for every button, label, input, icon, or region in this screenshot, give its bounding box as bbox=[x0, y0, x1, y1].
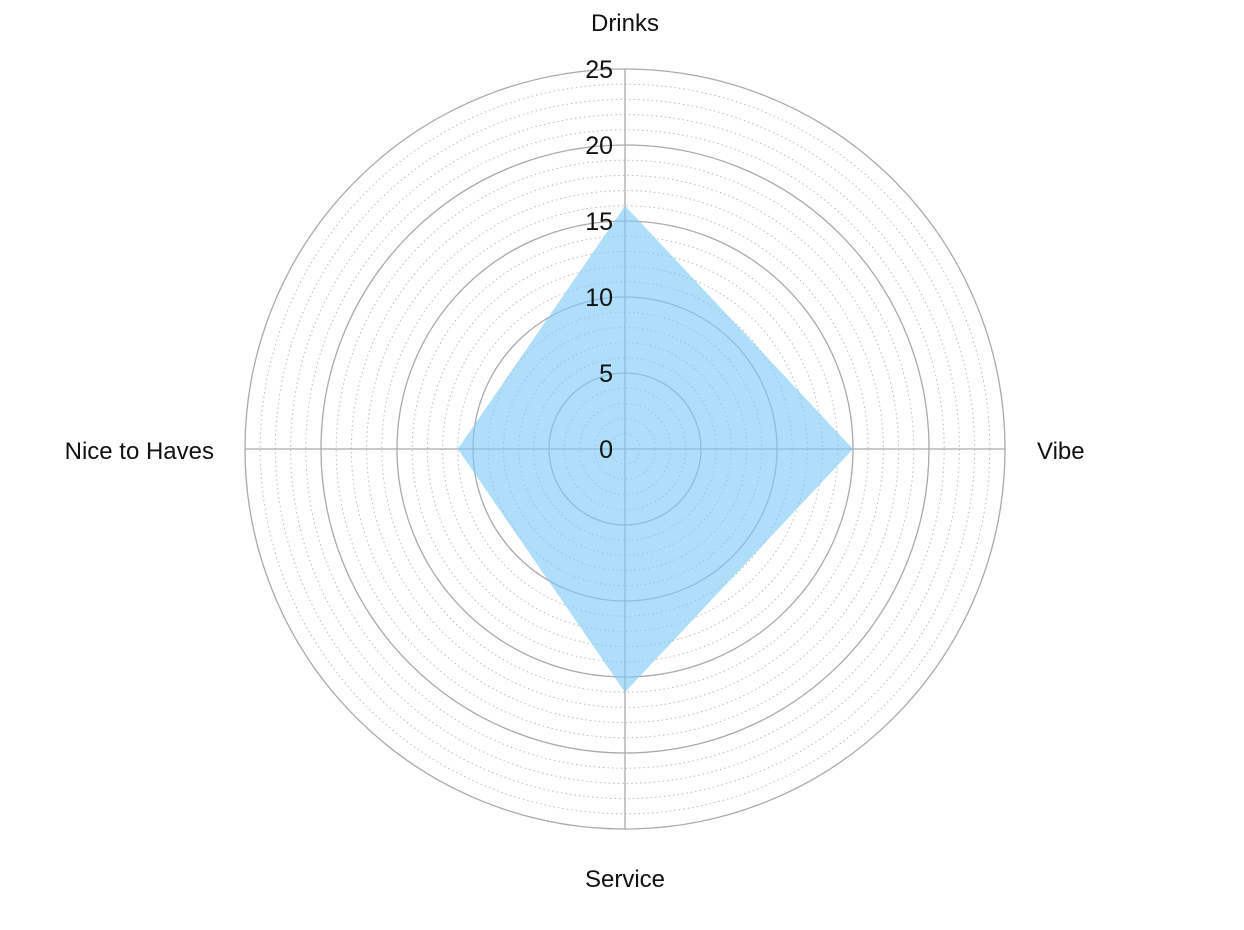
axis-label: Drinks bbox=[591, 10, 659, 37]
r-tick-label: 20 bbox=[585, 132, 613, 160]
tick-labels: 0 5 10 15 20 25 bbox=[585, 56, 613, 464]
axis-label: Service bbox=[585, 866, 665, 893]
axis-label: Nice to Haves bbox=[65, 438, 214, 465]
axis-labels: Drinks Vibe Service Nice to Haves bbox=[65, 10, 1085, 893]
r-tick-label: 10 bbox=[585, 284, 613, 312]
r-tick-label: 5 bbox=[599, 360, 613, 388]
r-tick-label: 0 bbox=[599, 436, 613, 464]
r-tick-label: 25 bbox=[585, 56, 613, 84]
axis-label: Vibe bbox=[1037, 438, 1085, 465]
r-tick-label: 15 bbox=[585, 208, 613, 236]
series-area bbox=[457, 205, 853, 693]
series-layer bbox=[457, 205, 853, 693]
